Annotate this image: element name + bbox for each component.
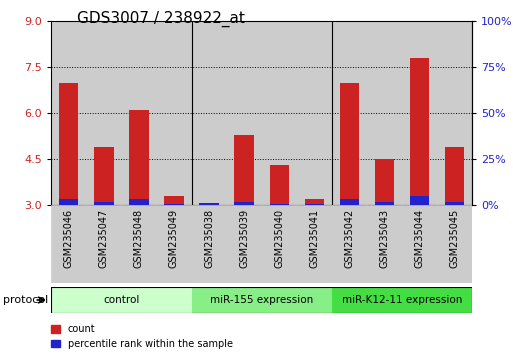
Bar [445,202,464,205]
Bar [227,21,262,205]
Bar [305,204,324,205]
Bar [191,21,227,205]
Bar [191,205,227,283]
Text: miR-K12-11 expression: miR-K12-11 expression [342,295,462,305]
Bar [200,203,219,205]
Bar [122,21,156,205]
Bar [445,147,464,205]
Bar [86,21,122,205]
Text: GSM235041: GSM235041 [309,209,319,268]
Bar [437,205,472,283]
Text: GSM235040: GSM235040 [274,209,284,268]
Legend: count, percentile rank within the sample: count, percentile rank within the sample [51,324,232,349]
Text: GSM235049: GSM235049 [169,209,179,268]
Text: GSM235047: GSM235047 [99,209,109,268]
Bar [94,147,113,205]
Text: GSM235042: GSM235042 [344,209,354,268]
Text: GSM235038: GSM235038 [204,209,214,268]
Bar [340,82,359,205]
Text: GSM235048: GSM235048 [134,209,144,268]
Bar [374,202,394,205]
Bar [129,199,149,205]
Bar [51,287,191,313]
Bar [51,205,86,283]
Bar [129,110,149,205]
Bar [402,205,437,283]
Bar [367,21,402,205]
Bar [262,21,297,205]
Text: miR-155 expression: miR-155 expression [210,295,313,305]
Bar [437,21,472,205]
Bar [297,21,332,205]
Bar [269,204,289,205]
Bar [410,58,429,205]
Bar [156,21,191,205]
Text: GDS3007 / 238922_at: GDS3007 / 238922_at [77,11,245,27]
Bar [332,21,367,205]
Bar [340,199,359,205]
Bar [234,202,254,205]
Bar [234,135,254,205]
Bar [227,205,262,283]
Bar [410,196,429,205]
Bar [297,205,332,283]
Bar [51,21,86,205]
Bar [262,205,297,283]
Bar [59,199,78,205]
Bar [164,196,184,205]
Bar [269,165,289,205]
Bar [94,202,113,205]
Text: GSM235039: GSM235039 [239,209,249,268]
Bar [122,205,156,283]
Bar [164,204,184,205]
Bar [332,287,472,313]
Bar [402,21,437,205]
Bar [374,159,394,205]
Bar [200,204,219,205]
Text: GSM235046: GSM235046 [64,209,74,268]
Text: GSM235044: GSM235044 [415,209,424,268]
Bar [191,287,332,313]
Bar [367,205,402,283]
Bar [156,205,191,283]
Text: protocol: protocol [3,295,48,305]
Text: control: control [103,295,140,305]
Bar [332,205,367,283]
Bar [305,199,324,205]
Text: GSM235045: GSM235045 [449,209,460,268]
Text: GSM235043: GSM235043 [379,209,389,268]
Bar [59,82,78,205]
Bar [86,205,122,283]
